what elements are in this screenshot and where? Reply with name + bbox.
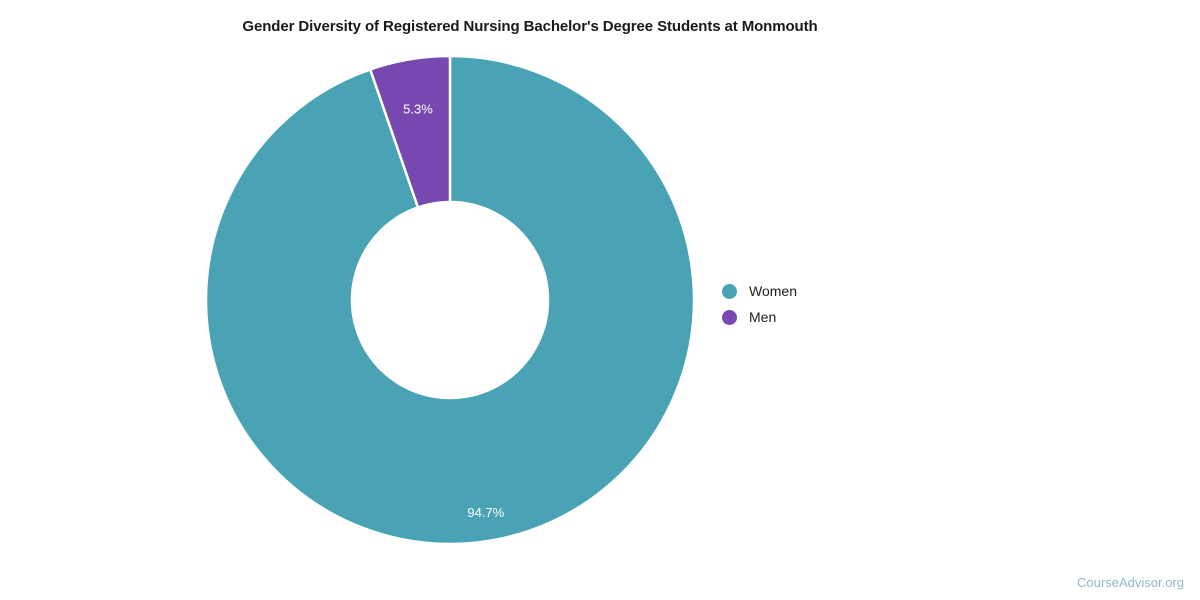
donut-chart: 5.3% 94.7%: [204, 54, 696, 546]
chart-title: Gender Diversity of Registered Nursing B…: [242, 18, 818, 35]
legend-color-swatch-icon: [722, 283, 737, 299]
slice-label-men: 5.3%: [403, 102, 433, 117]
donut-slice-men[interactable]: [368, 54, 452, 209]
legend-color-swatch-icon: [722, 309, 737, 325]
donut-slice-women[interactable]: [204, 54, 696, 546]
legend-item-label: Men: [749, 309, 777, 325]
donut-slice-labels: 5.3% 94.7%: [403, 102, 504, 520]
donut-slices: [204, 54, 696, 546]
legend-item-label: Women: [749, 283, 797, 299]
slice-label-women: 94.7%: [467, 505, 504, 520]
watermark-courseadvisor: CourseAdvisor.org: [1077, 575, 1184, 590]
legend-item-women[interactable]: Women: [722, 278, 902, 304]
chart-legend: Women Men: [722, 278, 902, 330]
legend-item-men[interactable]: Men: [722, 304, 902, 330]
donut-chart-svg: 5.3% 94.7%: [204, 54, 696, 546]
